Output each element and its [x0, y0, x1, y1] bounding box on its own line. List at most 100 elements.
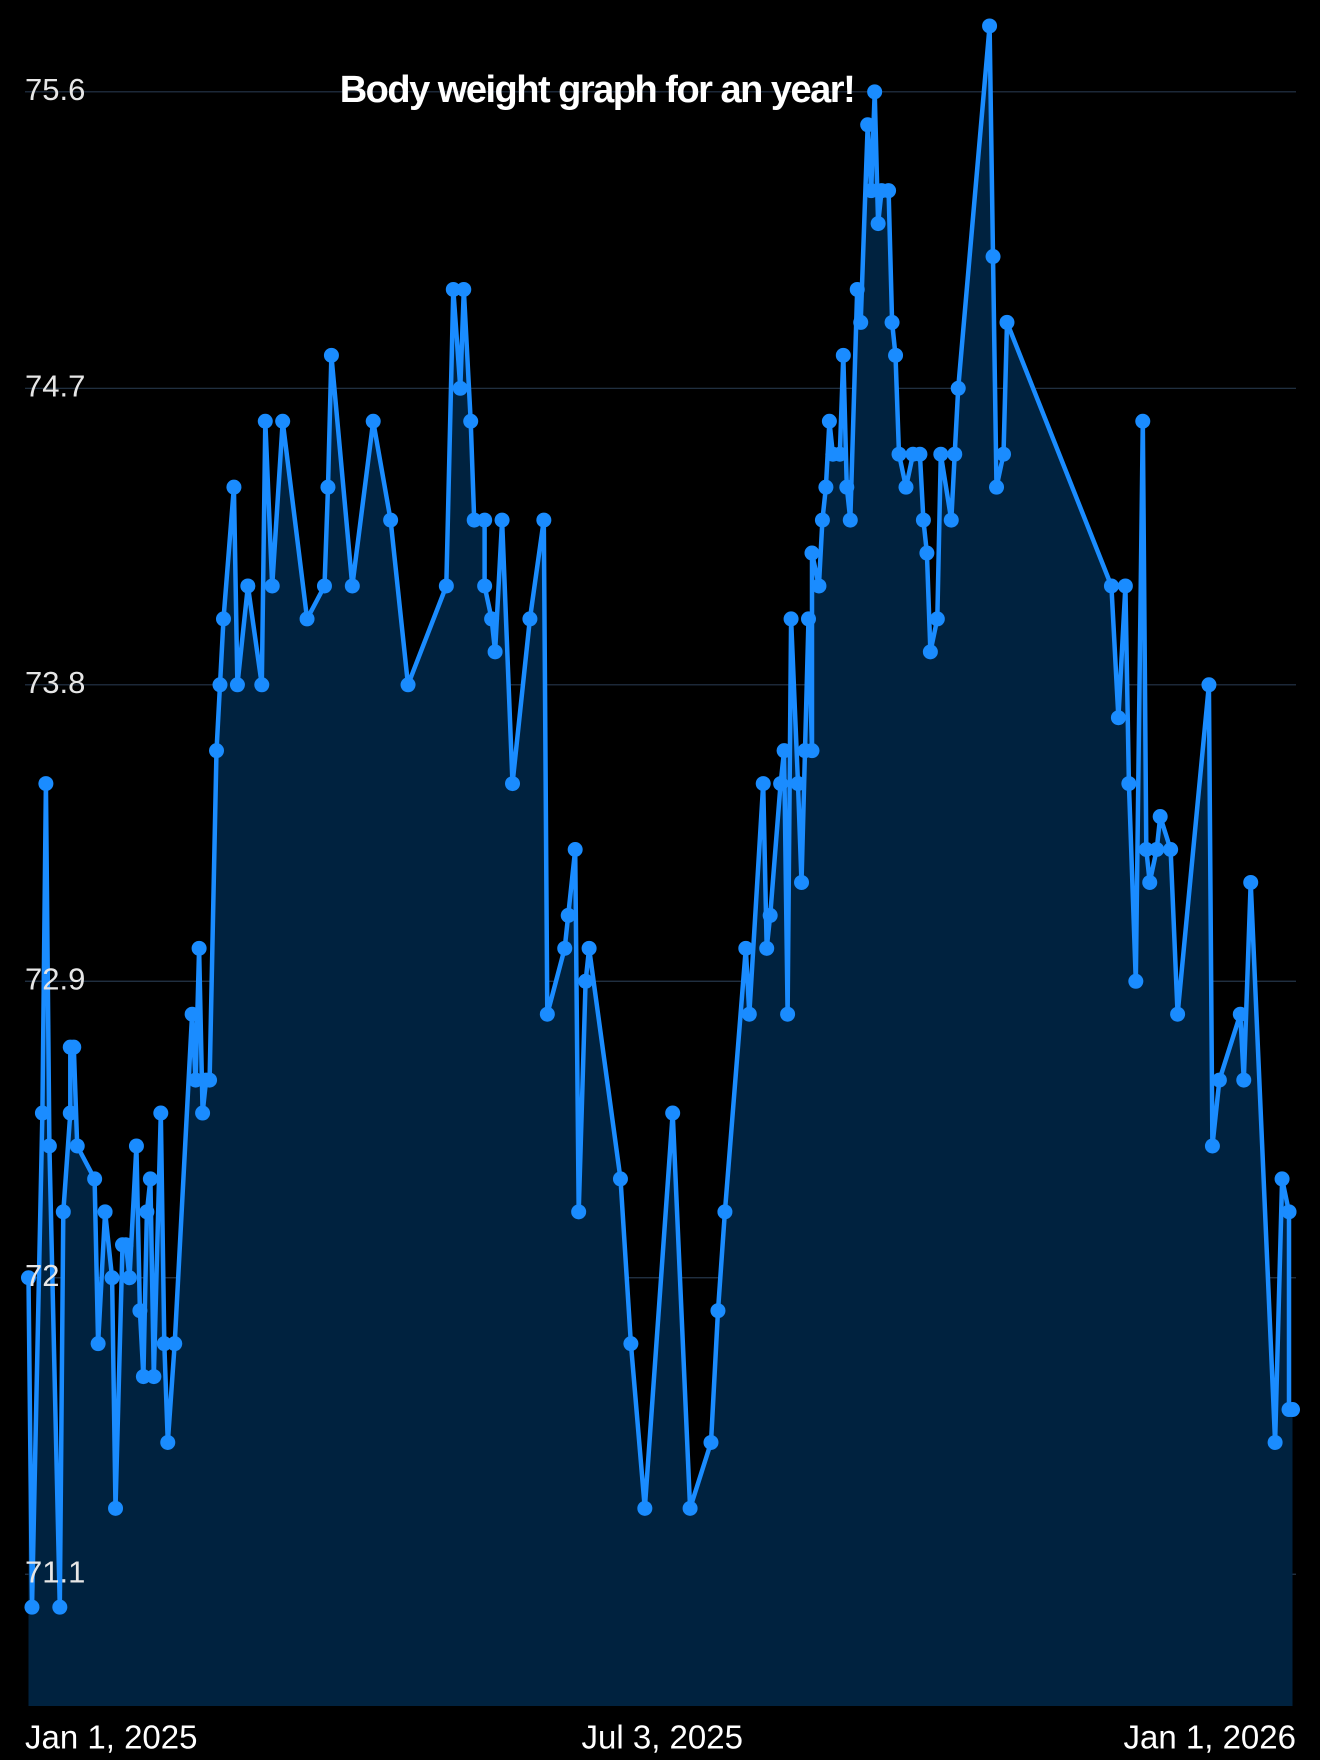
marker — [484, 611, 500, 627]
marker — [108, 1500, 124, 1516]
marker — [226, 479, 242, 495]
marker — [539, 1006, 555, 1022]
marker — [1281, 1204, 1297, 1220]
marker — [860, 117, 876, 133]
marker — [776, 743, 792, 759]
marker — [34, 1105, 50, 1121]
y-tick-label: 75.6 — [25, 72, 85, 107]
marker — [759, 940, 775, 956]
marker — [445, 281, 461, 297]
marker — [703, 1434, 719, 1450]
marker — [943, 512, 959, 528]
marker — [1267, 1434, 1283, 1450]
marker — [52, 1599, 68, 1615]
marker — [915, 512, 931, 528]
y-tick-label: 74.7 — [25, 368, 85, 403]
marker — [264, 578, 280, 594]
marker — [832, 446, 848, 462]
marker — [853, 314, 869, 330]
marker — [97, 1204, 113, 1220]
marker — [365, 413, 381, 429]
marker — [1142, 874, 1158, 890]
marker — [1236, 1072, 1252, 1088]
marker — [477, 578, 493, 594]
marker — [1103, 578, 1119, 594]
marker — [800, 611, 816, 627]
marker — [755, 776, 771, 792]
marker — [881, 183, 897, 199]
marker — [69, 1138, 85, 1154]
marker — [229, 677, 245, 693]
marker — [240, 578, 256, 594]
marker — [947, 446, 963, 462]
marker — [487, 644, 503, 660]
marker — [1128, 973, 1144, 989]
marker — [804, 545, 820, 561]
marker — [1243, 874, 1259, 890]
marker — [142, 1171, 158, 1187]
marker — [665, 1105, 681, 1121]
marker — [463, 413, 479, 429]
marker — [132, 1303, 148, 1319]
marker — [933, 446, 949, 462]
marker — [62, 1105, 78, 1121]
marker — [884, 314, 900, 330]
marker — [741, 1006, 757, 1022]
marker — [578, 973, 594, 989]
marker — [24, 1599, 40, 1615]
marker — [156, 1336, 172, 1352]
x-tick-label: Jan 1, 2025 — [25, 1719, 197, 1756]
marker — [922, 644, 938, 660]
marker — [762, 907, 778, 923]
marker — [438, 578, 454, 594]
marker — [128, 1138, 144, 1154]
marker — [567, 842, 583, 857]
marker — [202, 1072, 218, 1088]
marker — [814, 512, 830, 528]
x-tick-label: Jul 3, 2025 — [582, 1719, 743, 1756]
marker — [494, 512, 510, 528]
marker — [783, 611, 799, 627]
marker — [1204, 1138, 1220, 1154]
chart-title: Body weight graph for an year! — [340, 69, 855, 111]
marker — [38, 776, 54, 792]
marker — [55, 1204, 71, 1220]
x-tick-label: Jan 1, 2026 — [1124, 1719, 1296, 1756]
marker — [557, 940, 573, 956]
marker — [452, 380, 468, 396]
area — [28, 25, 1293, 1706]
marker — [811, 578, 827, 594]
marker — [612, 1171, 628, 1187]
marker — [1138, 842, 1154, 857]
marker — [950, 380, 966, 396]
marker — [637, 1500, 653, 1516]
marker — [323, 347, 339, 363]
marker — [929, 611, 945, 627]
marker — [209, 743, 225, 759]
marker — [41, 1138, 57, 1154]
marker — [1232, 1006, 1248, 1022]
marker — [1170, 1006, 1186, 1022]
marker — [20, 1270, 36, 1286]
marker — [212, 677, 228, 693]
marker — [87, 1171, 103, 1187]
marker — [989, 479, 1005, 495]
marker — [818, 479, 834, 495]
marker — [804, 743, 820, 759]
marker — [863, 183, 879, 199]
labels: 71.1 72 72.9 73.8 74.7 75.6 Jan 1, 2025 Jul 3, … — [25, 72, 1296, 1756]
marker — [344, 578, 360, 594]
marker — [985, 249, 1001, 265]
y-tick-label: 72.9 — [25, 961, 85, 996]
marker — [188, 1072, 204, 1088]
marker — [794, 874, 810, 890]
marker — [184, 1006, 200, 1022]
marker — [522, 611, 538, 627]
marker — [400, 677, 416, 693]
marker — [66, 1039, 82, 1055]
marker — [1285, 1402, 1301, 1418]
marker — [898, 479, 914, 495]
marker — [839, 479, 855, 495]
marker — [135, 1369, 151, 1385]
